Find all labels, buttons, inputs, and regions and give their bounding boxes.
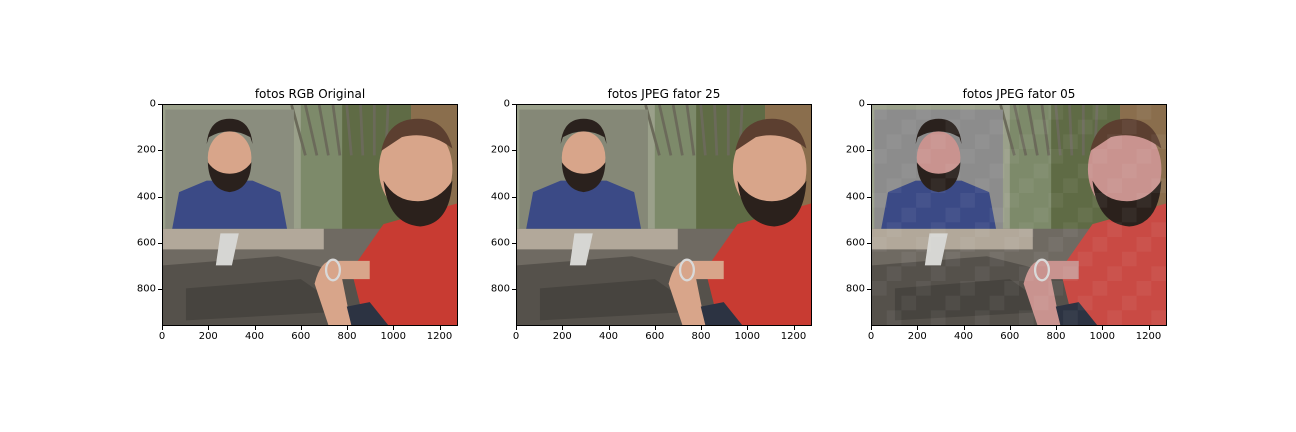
x-tick — [255, 326, 256, 330]
y-tick — [158, 150, 162, 151]
y-tick — [158, 289, 162, 290]
y-tick — [512, 197, 516, 198]
x-tick-label: 200 — [907, 331, 927, 342]
x-tick — [208, 326, 209, 330]
panel-title: fotos RGB Original — [254, 87, 366, 101]
x-tick — [747, 326, 748, 330]
photo-image — [872, 105, 1166, 325]
image-frame — [162, 104, 458, 326]
panel-title: fotos JPEG fator 05 — [962, 87, 1076, 101]
y-tick-label: 800 — [490, 283, 510, 295]
photo-image — [517, 105, 811, 325]
y-tick-label: 800 — [845, 283, 865, 295]
x-tick-label: 800 — [337, 331, 357, 342]
y-tick-label: 0 — [503, 98, 510, 110]
x-tick-label: 1000 — [734, 331, 760, 342]
x-tick-label: 1200 — [780, 331, 807, 342]
x-tick-label: 600 — [645, 331, 665, 342]
y-tick — [512, 104, 516, 105]
y-tick-label: 200 — [136, 144, 156, 156]
y-tick-label: 200 — [845, 144, 865, 156]
x-tick — [1102, 326, 1103, 330]
x-tick-label: 0 — [158, 331, 166, 342]
x-tick — [794, 326, 795, 330]
x-tick-label: 800 — [691, 331, 711, 342]
y-tick-label: 0 — [149, 98, 156, 110]
x-tick — [964, 326, 965, 330]
y-tick-label: 600 — [490, 237, 510, 249]
y-tick — [158, 104, 162, 105]
y-tick — [867, 243, 871, 244]
y-tick — [867, 150, 871, 151]
y-tick-label: 400 — [136, 191, 156, 202]
y-tick-label: 400 — [490, 191, 510, 202]
x-tick-label: 600 — [291, 331, 311, 342]
x-tick — [393, 326, 394, 330]
x-tick — [440, 326, 441, 330]
x-tick — [609, 326, 610, 330]
x-tick-label: 1000 — [1089, 331, 1115, 342]
x-tick-label: 1200 — [426, 331, 453, 342]
x-tick — [1010, 326, 1011, 330]
y-tick-label: 800 — [136, 283, 156, 295]
x-tick — [162, 326, 163, 330]
x-tick-label: 0 — [512, 331, 520, 342]
x-tick — [871, 326, 872, 330]
x-tick-label: 1000 — [380, 331, 406, 342]
image-frame — [516, 104, 812, 326]
y-tick — [512, 243, 516, 244]
x-tick-label: 200 — [552, 331, 572, 342]
image-frame — [871, 104, 1167, 326]
y-tick-label: 200 — [490, 144, 510, 156]
y-tick — [512, 150, 516, 151]
x-tick — [301, 326, 302, 330]
x-tick-label: 800 — [1046, 331, 1066, 342]
y-tick — [158, 197, 162, 198]
x-tick — [701, 326, 702, 330]
x-tick-label: 400 — [598, 331, 619, 342]
x-tick — [347, 326, 348, 330]
y-tick — [512, 289, 516, 290]
x-tick — [1056, 326, 1057, 330]
y-tick — [867, 289, 871, 290]
y-tick — [867, 104, 871, 105]
x-tick-label: 400 — [953, 331, 974, 342]
photo-image — [163, 105, 457, 325]
x-tick — [562, 326, 563, 330]
x-tick-label: 600 — [1000, 331, 1020, 342]
y-tick-label: 600 — [136, 237, 156, 249]
x-tick — [917, 326, 918, 330]
x-tick — [655, 326, 656, 330]
x-tick-label: 200 — [198, 331, 218, 342]
x-tick — [516, 326, 517, 330]
y-tick — [158, 243, 162, 244]
x-tick — [1149, 326, 1150, 330]
y-tick — [867, 197, 871, 198]
x-tick-label: 1200 — [1135, 331, 1162, 342]
x-tick-label: 0 — [867, 331, 875, 342]
y-tick-label: 0 — [858, 98, 865, 110]
x-tick-label: 400 — [244, 331, 265, 342]
panel-title: fotos JPEG fator 25 — [607, 87, 721, 101]
y-tick-label: 400 — [845, 191, 865, 202]
y-tick-label: 600 — [845, 237, 865, 249]
